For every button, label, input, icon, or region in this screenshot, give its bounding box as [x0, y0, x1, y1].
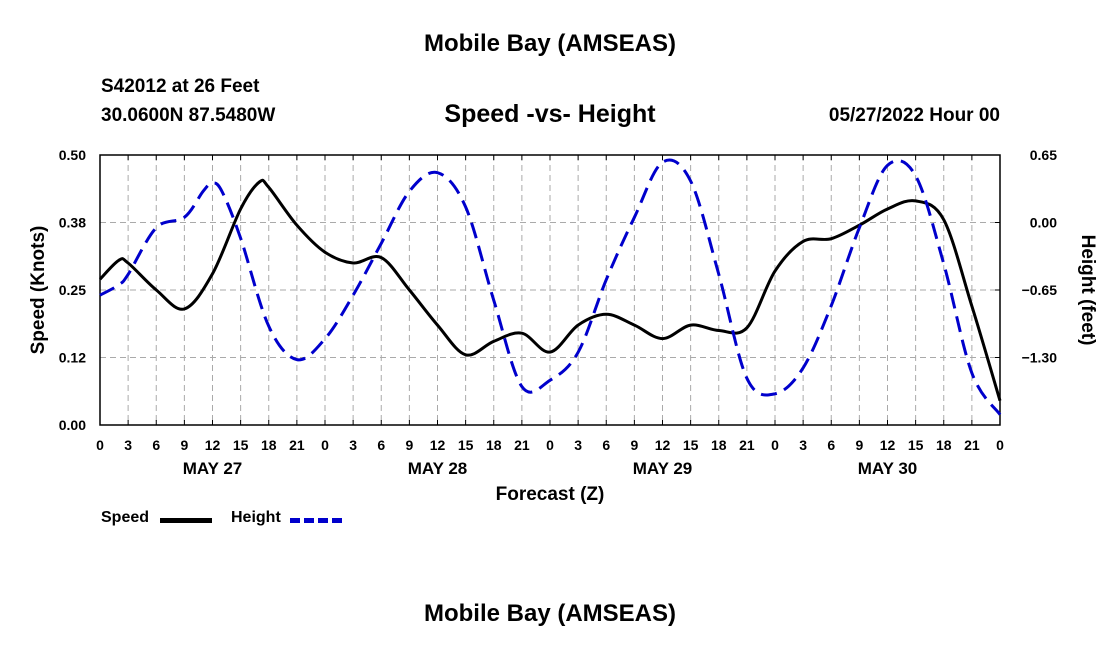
station-label: S42012 at 26 Feet [101, 76, 260, 97]
height-series-line [99, 158, 1002, 416]
y-axis-title: Speed (Knots) [28, 226, 49, 355]
x-tick-label: 18 [711, 437, 727, 453]
x-tick-label: 21 [514, 437, 530, 453]
y2-axis-title: Height (feet) [1077, 235, 1098, 346]
x-tick-label: 0 [546, 437, 554, 453]
x-tick-label: 0 [321, 437, 329, 453]
y2-tick-label: −1.30 [1022, 350, 1058, 366]
chart-svg: 0 3 6 9 12 15 18 21 0 3 6 9 12 15 18 21 0 3 6 9 12 15 18 21 0 3 6 9… [28, 147, 1098, 505]
bottom-title: Mobile Bay (AMSEAS) [423, 600, 677, 627]
x-tick-label: 18 [936, 437, 952, 453]
forecast-datetime: 05/27/2022 Hour 00 [828, 105, 1000, 126]
x-tick-label: 6 [377, 437, 385, 453]
x-tick-label: 12 [430, 437, 446, 453]
x-tick-label: 6 [827, 437, 835, 453]
speed-series-line [98, 178, 1002, 402]
x-tick-label: 3 [349, 437, 357, 453]
x-tick-label: 3 [574, 437, 582, 453]
x-tick-label: 21 [289, 437, 305, 453]
y2-tick-label: 0.00 [1030, 215, 1057, 231]
x-tick-label: 12 [205, 437, 221, 453]
x-tick-label: 21 [964, 437, 980, 453]
day-label: MAY 28 [408, 459, 468, 478]
x-tick-label: 9 [630, 437, 638, 453]
x-tick-label: 9 [855, 437, 863, 453]
x-tick-label: 0 [771, 437, 779, 453]
x-tick-label: 9 [405, 437, 413, 453]
main-title: Mobile Bay (AMSEAS) [423, 30, 677, 57]
station-coordinates: 30.0600N 87.5480W [101, 105, 276, 126]
x-tick-label: 15 [233, 437, 249, 453]
day-label: MAY 29 [633, 459, 693, 478]
x-axis-title: Forecast (Z) [496, 484, 605, 505]
plot-frame [99, 154, 1001, 426]
legend-speed-swatch [160, 518, 212, 523]
x-tick-label: 15 [683, 437, 699, 453]
y-tick-label: 0.12 [59, 350, 86, 366]
x-tick-label: 12 [880, 437, 896, 453]
x-tick-label: 18 [261, 437, 277, 453]
y-tick-label: 0.38 [59, 215, 86, 231]
x-tick-label: 21 [739, 437, 755, 453]
day-label: MAY 27 [183, 459, 243, 478]
legend-speed-label: Speed [101, 509, 150, 526]
x-tick-label: 6 [602, 437, 610, 453]
x-tick-label: 0 [996, 437, 1004, 453]
y2-tick-label: −0.65 [1022, 282, 1058, 298]
legend-height-swatch [290, 518, 342, 523]
y-tick-label: 0.00 [59, 417, 86, 433]
x-tick-label: 15 [458, 437, 474, 453]
y2-tick-label: 0.65 [1030, 147, 1057, 163]
y-tick-label: 0.25 [59, 282, 86, 298]
chart-subtitle: Speed -vs- Height [444, 100, 656, 128]
x-tick-label: 9 [180, 437, 188, 453]
day-label: MAY 30 [858, 459, 918, 478]
x-tick-label: 0 [96, 437, 104, 453]
x-tick-label: 3 [799, 437, 807, 453]
x-tick-label: 18 [486, 437, 502, 453]
y-tick-label: 0.50 [59, 147, 86, 163]
x-tick-label: 12 [655, 437, 671, 453]
legend-height-label: Height [231, 509, 281, 526]
x-tick-label: 6 [152, 437, 160, 453]
x-tick-label: 15 [908, 437, 924, 453]
x-tick-label: 3 [124, 437, 132, 453]
